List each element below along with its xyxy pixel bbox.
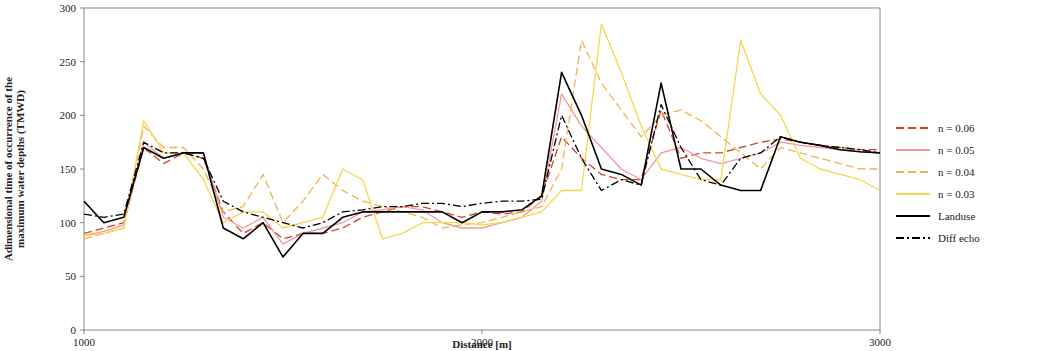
legend: n = 0.06 n = 0.05 n = 0.04 n = 0.03 Landuse D… — [896, 122, 980, 244]
y-tick — [80, 115, 84, 116]
series-line — [84, 40, 880, 239]
x-tick-label: 3000 — [869, 336, 892, 348]
x-tick — [84, 330, 85, 334]
x-tick — [880, 330, 881, 334]
legend-label: Diff echo — [938, 232, 980, 244]
y-tick-label: 100 — [60, 217, 77, 229]
y-axis-label: Adimensional time of occurrence of the — [2, 77, 14, 261]
y-tick-label: 250 — [60, 56, 77, 68]
y-tick — [80, 8, 84, 9]
x-tick-label: 1000 — [73, 336, 96, 348]
legend-swatch — [896, 149, 930, 151]
series-line — [84, 105, 880, 228]
x-tick — [482, 330, 483, 334]
y-axis-label: maximum water depths (TMWD) — [14, 90, 27, 248]
y-tick — [80, 61, 84, 62]
plot-frame — [84, 8, 880, 330]
series-line — [84, 110, 880, 239]
legend-label: n = 0.05 — [938, 144, 975, 156]
y-tick-label: 50 — [65, 270, 77, 282]
chart: 050100150200250300100020003000Distance [… — [0, 0, 1047, 351]
legend-label: n = 0.03 — [938, 188, 975, 200]
legend-swatch — [896, 171, 930, 173]
y-tick-label: 200 — [60, 109, 77, 121]
y-tick — [80, 222, 84, 223]
y-tick-label: 300 — [60, 2, 77, 14]
legend-swatch — [896, 237, 930, 239]
legend-label: n = 0.06 — [938, 122, 975, 134]
x-axis-label: Distance [m] — [452, 338, 512, 350]
y-tick — [80, 276, 84, 277]
y-tick — [80, 330, 84, 331]
legend-label: Landuse — [938, 210, 975, 222]
legend-swatch — [896, 127, 930, 129]
legend-label: n = 0.04 — [938, 166, 975, 178]
y-tick-label: 150 — [60, 163, 77, 175]
legend-swatch — [896, 193, 930, 195]
series-line — [84, 72, 880, 257]
legend-swatch — [896, 215, 930, 217]
series-line — [84, 24, 880, 239]
y-tick — [80, 169, 84, 170]
y-tick-label: 0 — [71, 324, 77, 336]
series-group — [84, 24, 880, 257]
